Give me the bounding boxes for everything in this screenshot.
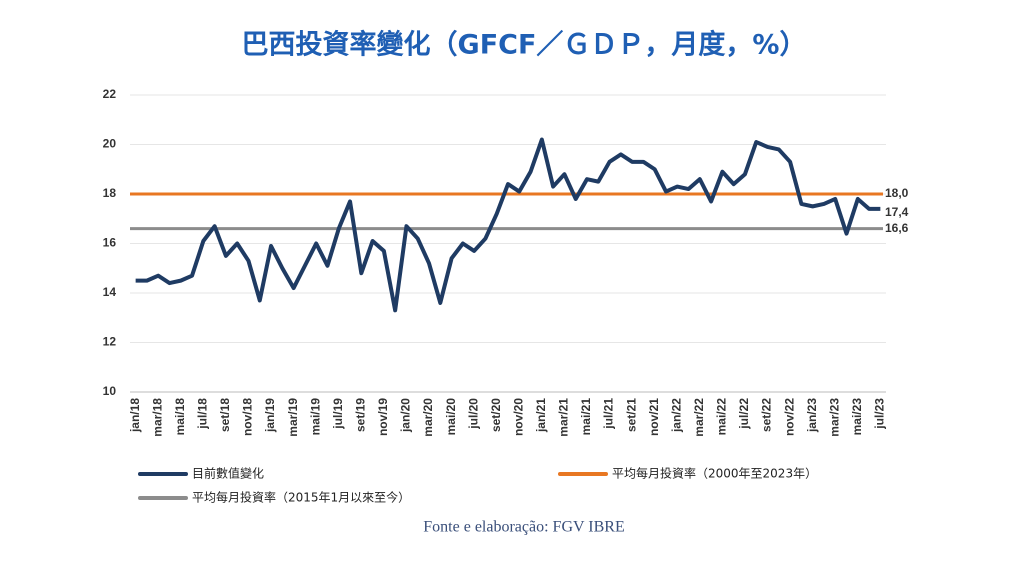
x-tick-label: set/18 <box>218 398 232 432</box>
x-tick-label: nov/19 <box>376 398 390 436</box>
x-tick-label: nov/21 <box>647 398 661 436</box>
x-tick-label: mai/21 <box>579 398 593 436</box>
x-tick-label: mai/23 <box>850 398 864 436</box>
x-tick-label: jan/22 <box>669 398 683 433</box>
x-tick-label: jan/23 <box>805 398 819 433</box>
x-tick-label: mai/19 <box>308 398 322 436</box>
x-tick-label: jan/19 <box>263 398 277 433</box>
y-tick-label: 14 <box>103 285 117 299</box>
x-tick-label: mar/22 <box>692 398 706 437</box>
reference-label: 18,0 <box>885 186 909 200</box>
reference-label: 16,6 <box>885 221 909 235</box>
y-tick-label: 18 <box>103 186 117 200</box>
x-tick-label: set/20 <box>489 398 503 432</box>
x-tick-label: mar/19 <box>286 398 300 437</box>
x-tick-label: jul/23 <box>873 398 887 430</box>
x-tick-label: mai/22 <box>715 398 729 436</box>
x-tick-label: set/21 <box>624 398 638 432</box>
x-tick-label: nov/22 <box>782 398 796 436</box>
x-tick-label: jul/20 <box>466 398 480 430</box>
x-tick-label: nov/20 <box>511 398 525 436</box>
x-tick-label: mar/18 <box>150 398 164 437</box>
x-tick-label: set/19 <box>353 398 367 432</box>
x-tick-label: nov/18 <box>241 398 255 436</box>
x-tick-label: jan/20 <box>399 398 413 433</box>
y-tick-label: 10 <box>103 384 117 398</box>
y-tick-label: 12 <box>103 335 117 349</box>
source: Fonte e elaboração: FGV IBRE <box>423 519 624 536</box>
x-tick-label: jul/22 <box>737 398 751 430</box>
legend-label: 平均每月投資率（2000年至2023年） <box>612 466 817 481</box>
x-tick-label: jan/21 <box>534 398 548 433</box>
data-line <box>135 137 881 313</box>
end-label: 17,4 <box>885 205 909 219</box>
y-tick-label: 22 <box>103 87 117 101</box>
x-tick-label: jan/18 <box>128 398 142 433</box>
x-tick-label: set/22 <box>760 398 774 432</box>
x-tick-label: mar/23 <box>827 398 841 437</box>
x-tick-label: mai/18 <box>173 398 187 436</box>
x-tick-label: jul/21 <box>602 398 616 430</box>
y-tick-label: 16 <box>103 236 117 250</box>
x-tick-label: mar/21 <box>557 398 571 437</box>
x-tick-label: jul/18 <box>196 398 210 430</box>
x-tick-label: mar/20 <box>421 398 435 437</box>
x-tick-label: mai/20 <box>444 398 458 436</box>
chart-title: 巴西投資率變化（GFCF／ＧＤＰ，月度，%） <box>242 29 807 61</box>
legend-label: 目前數值變化 <box>192 466 264 481</box>
x-tick-label: jul/19 <box>331 398 345 430</box>
legend-label: 平均每月投資率（2015年1月以來至今） <box>192 490 410 505</box>
y-tick-label: 20 <box>103 137 117 151</box>
